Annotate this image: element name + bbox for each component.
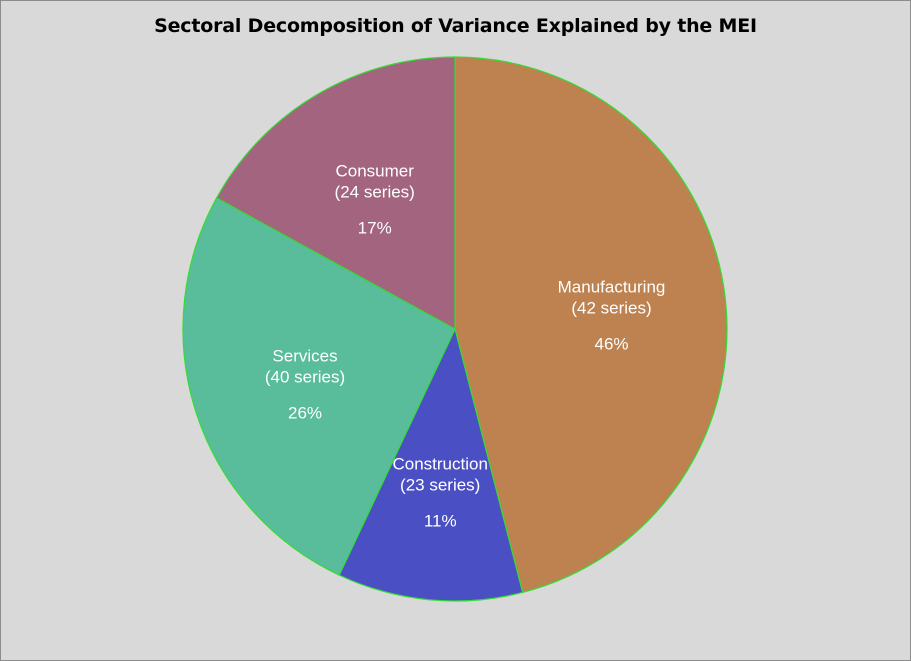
slice-percent-construction: 11%: [424, 512, 457, 531]
slice-series-note-services: (40 series): [265, 367, 345, 386]
slice-series-note-consumer: (24 series): [335, 183, 415, 202]
slice-series-note-manufacturing: (42 series): [571, 299, 651, 318]
pie-labels: Manufacturing (42 series) 46% Construction (…: [265, 162, 666, 531]
pie-slice-manufacturing: [454, 56, 728, 594]
pie-slice-construction: [338, 327, 524, 602]
chart-title: Sectoral Decomposition of Variance Expla…: [154, 15, 757, 37]
slice-percent-consumer: 17%: [358, 219, 392, 238]
slice-label-consumer: Consumer: [335, 162, 414, 181]
slice-label-manufacturing: Manufacturing: [558, 278, 666, 297]
pie-slice-consumer: [215, 56, 456, 331]
pie-slices: [182, 56, 728, 602]
slice-label-services: Services: [272, 346, 337, 365]
slice-series-note-construction: (23 series): [400, 476, 480, 495]
slice-label-construction: Construction: [392, 455, 487, 474]
slice-percent-services: 26%: [288, 403, 322, 422]
slice-percent-manufacturing: 46%: [594, 335, 628, 354]
